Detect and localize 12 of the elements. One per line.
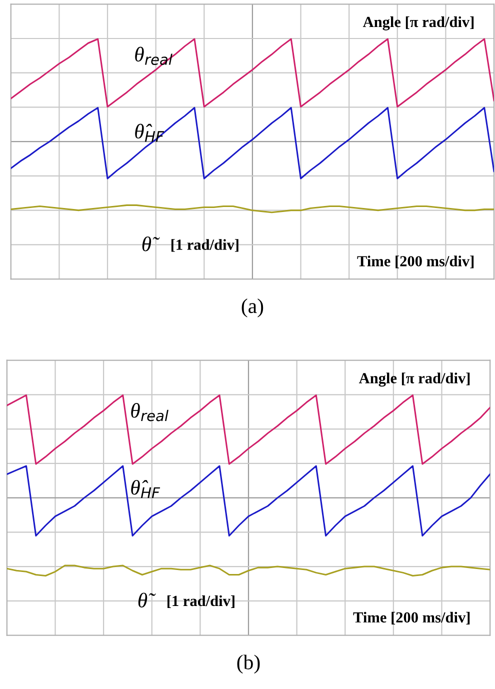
series-label: θ̂$_{HF}$ [131,480,160,498]
text: [1 rad/div] [167,595,234,608]
x-axis-title: (b) [237,654,260,674]
x-axis-title: (a) [242,298,264,318]
series-label: θ$_{real}$ [131,403,168,422]
text: Time [200 ms/div] [353,612,470,624]
text: Angle [π rad/div] [358,372,470,387]
text: [1 rad/div] [171,239,238,252]
series-label: θ̃ [138,592,156,608]
series-label: θ̃ [142,236,160,252]
text: Time [200 ms/div] [357,256,474,268]
text: Angle [π rad/div] [362,16,474,30]
